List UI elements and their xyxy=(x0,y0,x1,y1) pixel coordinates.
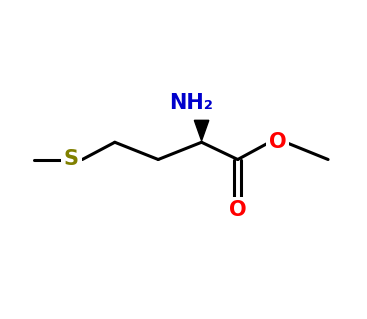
Text: O: O xyxy=(229,200,247,220)
Text: NH₂: NH₂ xyxy=(169,93,212,113)
Polygon shape xyxy=(195,120,209,141)
Text: S: S xyxy=(64,150,79,169)
Text: O: O xyxy=(269,132,286,152)
